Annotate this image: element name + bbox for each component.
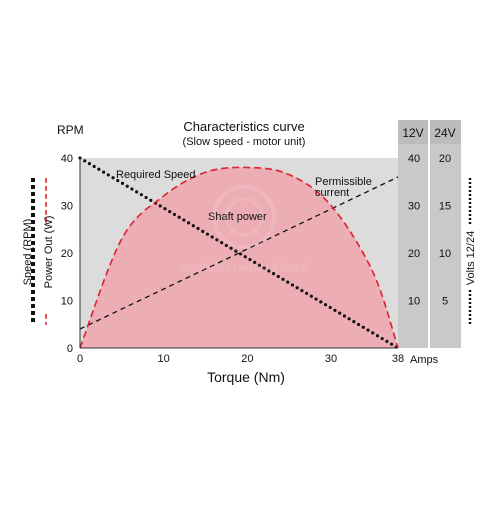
y-tick-label-0: 0 [67,343,73,355]
volts-tick-label-2: 15 [439,201,451,213]
svg-text:SANDBELLWHOLESALE: SANDBELLWHOLESALE [179,262,309,274]
watermark-logo: SANDBELLWHOLESALE [179,185,309,274]
amps-tick-label-0: 10 [408,296,420,308]
volts-tick-label-0: 5 [442,296,448,308]
y-tick-label-1: 10 [61,296,73,308]
x-tick-label-1: 10 [158,353,170,365]
x-axis-label: Torque (Nm) [207,369,285,385]
x-tick-label-0: 0 [77,353,83,365]
legend-volts-label: Volts 12/24 [465,231,477,285]
label-current: current [315,187,349,199]
rpm-unit-label: RPM [57,123,84,137]
y-tick-label-4: 40 [61,153,73,165]
y-tick-label-2: 20 [61,248,73,260]
series-shaft-power-line [79,166,399,349]
amps-unit-label: Amps [410,354,439,366]
series-permissible-current-line [79,176,399,330]
label-required-speed: Required Speed [116,169,196,181]
chart-title: Characteristics curve [183,119,304,134]
x-tick-label-3: 30 [325,353,337,365]
amps-tick-label-1: 20 [408,248,420,260]
volt-header-12v: 12V [402,126,423,140]
chart-subtitle: (Slow speed - motor unit) [183,136,306,148]
series-shaft-power-area [80,167,398,348]
volts-tick-label-1: 10 [439,248,451,260]
series-required-speed-line [78,156,400,350]
y-tick-label-3: 30 [61,201,73,213]
volt-header-24v: 24V [434,126,455,140]
amps-tick-label-3: 40 [408,153,420,165]
label-permissible: Permissible [315,176,372,188]
legend-speed-label: Speed (RPM) [22,219,34,286]
x-tick-label-4: 38 [392,353,404,365]
label-shaft-power: Shaft power [208,211,267,223]
legend-power-label: Power Out (W) [43,216,55,289]
x-tick-label-2: 20 [241,353,253,365]
volts-tick-label-3: 20 [439,153,451,165]
amps-tick-label-2: 30 [408,201,420,213]
